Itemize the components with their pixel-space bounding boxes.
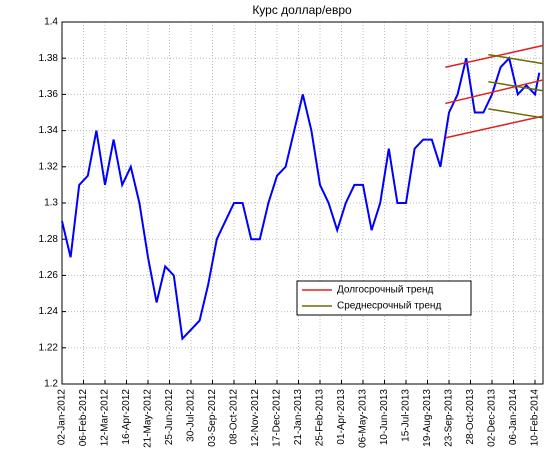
y-tick-label: 1.38: [39, 53, 59, 64]
x-tick-label: 06-Jan-2014: [508, 389, 519, 446]
x-tick-label: 06-Feb-2012: [78, 389, 89, 447]
trend-line: [445, 44, 544, 68]
legend-label: Долгосрочный тренд: [337, 285, 433, 296]
legend-box: [296, 280, 472, 316]
y-tick-label: 1.3: [44, 198, 58, 209]
y-tick-label: 1.22: [39, 342, 59, 353]
x-tick-label: 28-Oct-2013: [465, 389, 476, 445]
data-line: [61, 56, 541, 341]
x-tick-label: 03-Sep-2012: [207, 389, 218, 447]
x-tick-label: 25-Jun-2012: [164, 389, 175, 446]
y-tick-label: 1.26: [39, 270, 59, 281]
x-tick-label: 19-Aug-2013: [422, 389, 433, 447]
legend: Долгосрочный тренд Среднесрочный тренд: [296, 280, 472, 316]
trend-line: [488, 53, 544, 65]
x-tick-label: 25-Feb-2013: [315, 389, 326, 447]
x-tick-label: 12-Nov-2012: [250, 389, 261, 447]
y-tick-label: 1.34: [39, 125, 59, 136]
chart-title: Курс доллар/евро: [252, 3, 352, 17]
x-tick-label: 23-Sep-2013: [444, 389, 455, 447]
x-tick-label: 12-Mar-2012: [100, 389, 111, 447]
trend-line: [445, 115, 544, 139]
y-tick-label: 1.28: [39, 234, 59, 245]
x-tick-label: 21-May-2012: [143, 389, 154, 448]
x-tick-label: 21-Jan-2013: [293, 389, 304, 446]
x-tick-label: 06-May-2013: [358, 389, 369, 448]
x-tick-label: 08-Oct-2012: [229, 389, 240, 445]
trend-line: [488, 108, 544, 119]
x-tick-label: 10-Feb-2014: [530, 389, 541, 447]
x-tick-label: 17-Dec-2012: [272, 389, 283, 447]
x-tick-label: 10-Jun-2013: [379, 389, 390, 446]
trend-line: [488, 80, 544, 92]
y-tick-label: 1.4: [44, 17, 58, 28]
legend-label: Среднесрочный тренд: [337, 301, 441, 312]
x-tick-label: 15-Jul-2013: [401, 389, 412, 442]
y-tick-label: 1.24: [39, 306, 59, 317]
x-tick-label: 16-Apr-2012: [121, 389, 132, 445]
plot-frame: [61, 21, 544, 385]
trend-line: [445, 79, 544, 105]
x-tick-label: 02-Dec-2013: [487, 389, 498, 447]
y-tick-label: 1.2: [44, 379, 58, 390]
x-tick-label: 01-Apr-2013: [336, 389, 347, 445]
x-tick-label: 02-Jan-2012: [57, 389, 68, 446]
y-tick-label: 1.32: [39, 161, 59, 172]
y-tick-label: 1.36: [39, 89, 59, 100]
x-tick-label: 30-Jul-2012: [186, 389, 197, 442]
